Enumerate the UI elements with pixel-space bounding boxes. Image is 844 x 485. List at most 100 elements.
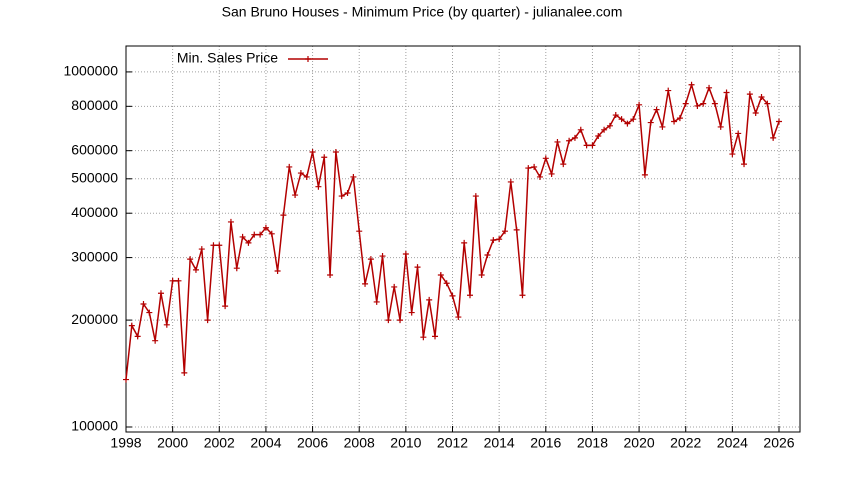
- point: [688, 81, 695, 88]
- point: [630, 116, 637, 123]
- x-tick-label: 2018: [577, 435, 608, 451]
- plot-frame: [125, 45, 801, 433]
- point: [251, 231, 258, 238]
- point: [408, 309, 415, 316]
- point: [583, 142, 590, 149]
- point: [257, 231, 264, 238]
- point: [216, 242, 223, 249]
- point: [466, 292, 473, 299]
- point: [612, 112, 619, 119]
- point: [385, 317, 392, 324]
- point: [501, 228, 508, 235]
- point: [362, 280, 369, 287]
- point: [548, 170, 555, 177]
- point: [595, 132, 602, 139]
- point: [536, 173, 543, 180]
- point: [478, 271, 485, 278]
- point: [233, 265, 240, 272]
- point: [560, 161, 567, 168]
- point: [198, 246, 205, 253]
- point: [729, 151, 736, 158]
- chart-title: San Bruno Houses - Minimum Price (by qua…: [222, 4, 623, 20]
- point: [437, 271, 444, 278]
- point: [741, 161, 748, 168]
- point: [636, 101, 643, 108]
- point: [700, 100, 707, 107]
- point: [507, 178, 514, 185]
- point: [461, 239, 468, 246]
- point: [379, 253, 386, 260]
- point: [123, 376, 129, 383]
- point: [192, 266, 199, 273]
- point: [309, 148, 316, 155]
- point: [717, 123, 724, 130]
- point: [531, 163, 538, 170]
- point: [659, 123, 666, 130]
- point: [490, 237, 497, 244]
- point: [770, 134, 777, 141]
- y-tick-label: 100000: [71, 418, 118, 434]
- point: [647, 119, 654, 126]
- point: [391, 283, 398, 290]
- point: [181, 369, 188, 376]
- point: [321, 154, 328, 161]
- point: [496, 236, 503, 243]
- point: [432, 333, 439, 340]
- point: [601, 126, 608, 133]
- legend-marker: [305, 56, 311, 62]
- point: [671, 118, 678, 125]
- point: [227, 218, 234, 225]
- y-tick-label: 500000: [71, 170, 118, 186]
- x-tick-label: 2014: [484, 435, 515, 451]
- point: [128, 322, 135, 329]
- x-tick-label: 2010: [390, 435, 421, 451]
- point: [711, 100, 718, 107]
- point: [723, 89, 730, 96]
- point: [624, 120, 631, 127]
- point: [525, 165, 532, 172]
- point: [606, 122, 613, 129]
- point: [676, 115, 683, 122]
- point: [484, 252, 491, 259]
- point: [303, 173, 310, 180]
- point: [653, 106, 660, 113]
- point: [571, 134, 578, 141]
- x-tick-label: 2002: [204, 435, 235, 451]
- point: [356, 228, 363, 235]
- point: [332, 148, 339, 155]
- point: [157, 290, 164, 297]
- point: [245, 239, 252, 246]
- point: [694, 102, 701, 109]
- point: [414, 264, 421, 271]
- point: [472, 193, 479, 200]
- point: [402, 251, 409, 258]
- y-tick-label: 200000: [71, 311, 118, 327]
- point: [163, 321, 170, 328]
- x-tick-label: 2006: [297, 435, 328, 451]
- point: [204, 317, 211, 324]
- point: [758, 93, 765, 100]
- point: [764, 100, 771, 107]
- point: [280, 212, 287, 219]
- x-tick-label: 2024: [717, 435, 748, 451]
- x-tick-label: 2026: [763, 435, 794, 451]
- point: [665, 87, 672, 94]
- legend-label: Min. Sales Price: [177, 50, 278, 66]
- point: [752, 110, 759, 117]
- point: [262, 224, 269, 231]
- y-tick-label: 400000: [71, 204, 118, 220]
- point: [577, 126, 584, 133]
- point: [746, 91, 753, 98]
- point: [338, 193, 345, 200]
- point: [327, 271, 334, 278]
- point: [542, 155, 549, 162]
- point: [735, 130, 742, 137]
- point: [274, 267, 281, 274]
- point: [367, 256, 374, 263]
- point: [776, 118, 783, 125]
- x-tick-label: 2016: [530, 435, 561, 451]
- point: [641, 171, 648, 178]
- x-tick-label: 2000: [157, 435, 188, 451]
- point: [443, 280, 450, 287]
